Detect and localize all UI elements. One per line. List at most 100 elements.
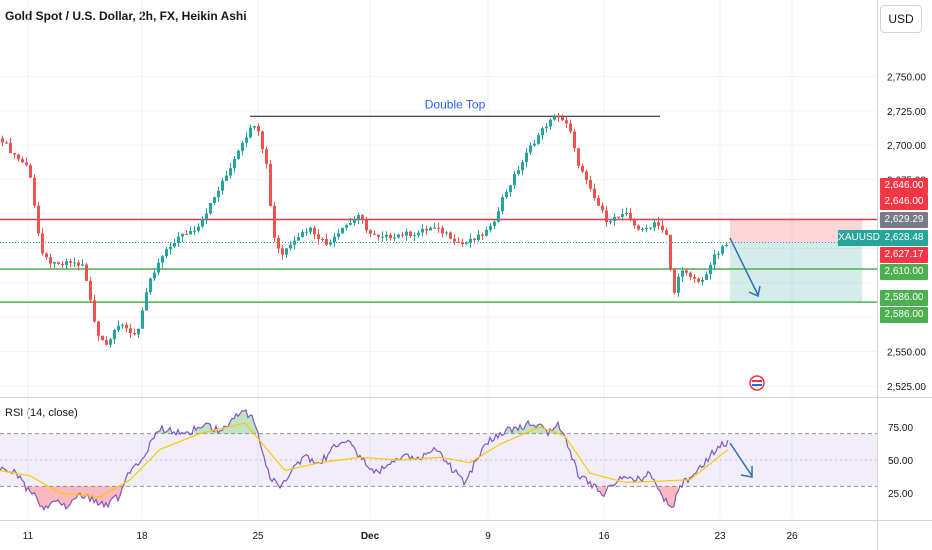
candle-body [409, 231, 412, 236]
candle-body [53, 262, 56, 264]
price-tag: 2,586.00 [880, 290, 928, 306]
candle-body [489, 225, 492, 230]
candle-body [273, 205, 276, 238]
rsi-overbought-fill [204, 423, 206, 434]
candle-body [501, 197, 504, 212]
candle-body [161, 256, 164, 263]
candle-body [325, 239, 328, 245]
position-stop-zone [730, 219, 862, 243]
candle-body [681, 270, 684, 277]
rsi-oversold-fill [48, 486, 50, 509]
candle-body [101, 335, 104, 341]
candle-body [389, 234, 392, 239]
candle-body [225, 175, 228, 181]
candle-body [369, 230, 372, 234]
rsi-oversold-fill [52, 486, 54, 502]
rsi-oversold-fill [88, 486, 90, 502]
rsi-oversold-fill [56, 486, 58, 502]
rsi-ma-line [0, 422, 729, 498]
rsi-overbought-fill [200, 427, 202, 434]
candle-body [17, 154, 20, 160]
candle-body [553, 116, 556, 120]
candle-body [557, 116, 560, 118]
rsi-oversold-fill [30, 486, 32, 494]
candle-body [129, 328, 132, 333]
candle-body [661, 225, 664, 231]
candle-body [93, 300, 96, 322]
candle-body [125, 324, 128, 329]
candle-body [169, 246, 172, 250]
candle-body [153, 272, 156, 279]
rsi-tick-label: 25.00 [888, 489, 913, 500]
candle-body [113, 330, 116, 340]
candle-body [525, 152, 528, 163]
candle-body [121, 324, 124, 326]
time-tick-label: 18 [136, 531, 148, 542]
candle-body [465, 242, 468, 245]
candle-body [357, 215, 360, 221]
rsi-overbought-fill [522, 428, 524, 434]
candle-body [317, 234, 320, 240]
candle-body [669, 234, 672, 270]
candle-body [593, 188, 596, 199]
candle-body [29, 165, 32, 178]
candle-body [585, 171, 588, 181]
candle-body [713, 254, 716, 265]
candle-body [85, 264, 88, 281]
rsi-oversold-fill [86, 486, 88, 496]
candle-body [57, 262, 60, 264]
candle-body [577, 148, 580, 166]
candle-body [265, 149, 268, 164]
time-tick-label: 11 [23, 531, 34, 542]
candle-body [401, 234, 404, 236]
candle-body [521, 162, 524, 171]
candle-body [157, 262, 160, 273]
price-tick-label: 2,525.00 [887, 382, 926, 393]
rsi-oversold-fill [62, 486, 64, 506]
rsi-label: RSI (14, close) [5, 407, 78, 419]
rsi-tick-label: 50.00 [888, 456, 913, 467]
price-tag: 2,646.00 [880, 178, 928, 194]
candle-body [329, 242, 332, 245]
candle-body [517, 170, 520, 174]
rsi-overbought-fill [252, 415, 254, 434]
event-flag-icon [749, 375, 765, 391]
candle-body [533, 143, 536, 146]
candle-body [13, 153, 16, 155]
candle-body [257, 126, 260, 132]
candle-body [241, 142, 244, 151]
candle-body [189, 230, 192, 235]
candle-body [309, 227, 312, 232]
price-tag: 2,629.29 [880, 212, 928, 228]
candle-body [45, 253, 48, 258]
price-tag: 2,646.00 [880, 194, 928, 210]
rsi-overbought-fill [238, 413, 240, 434]
rsi-overbought-fill [228, 421, 230, 434]
rsi-tick-label: 75.00 [888, 423, 913, 434]
candle-body [589, 180, 592, 189]
candle-body [149, 278, 152, 293]
candle-body [173, 242, 176, 247]
candle-body [449, 232, 452, 239]
rsi-oversold-fill [668, 486, 670, 506]
rsi-overbought-fill [198, 427, 200, 434]
candle-body [405, 231, 408, 236]
candle-body [673, 269, 676, 293]
candle-body [213, 197, 216, 203]
candle-body [509, 185, 512, 193]
candle-body [645, 227, 648, 229]
candle-body [377, 234, 380, 237]
candle-body [569, 123, 572, 132]
candle-body [641, 228, 644, 230]
candle-body [269, 163, 272, 206]
candle-body [293, 240, 296, 245]
rsi-overbought-fill [530, 425, 532, 434]
rsi-band [0, 433, 877, 487]
rsi-oversold-fill [78, 486, 80, 495]
candle-body [261, 131, 264, 150]
currency-button[interactable]: USD [880, 5, 922, 33]
candle-body [549, 119, 552, 127]
candle-body [177, 236, 180, 243]
event-flag-stripe [752, 384, 762, 386]
